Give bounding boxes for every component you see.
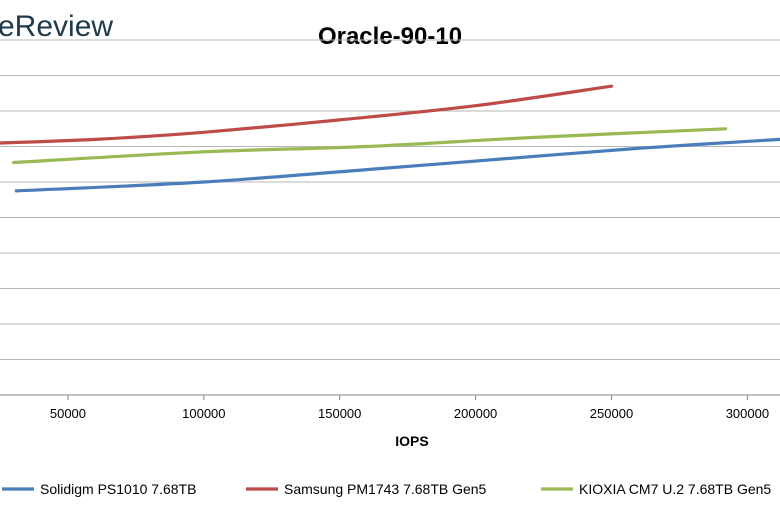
x-axis-label: IOPS [395,433,428,449]
series-lines [0,84,780,193]
legend-item: Samsung PM1743 7.68TB Gen5 [246,481,487,497]
x-tick-label: 50000 [50,406,86,421]
legend: Solidigm PS1010 7.68TB Samsung PM1743 7.6… [2,481,771,497]
brand-logo-text: eReview [0,10,113,43]
x-tick-label: 150000 [318,406,361,421]
x-tick-label: 300000 [726,406,769,421]
x-tick-label: 200000 [454,406,497,421]
legend-label: KIOXIA CM7 U.2 7.68TB Gen5 [579,481,771,497]
series-line-samsung-pm1743-7-68tb-gen5 [0,84,614,145]
legend-item: Solidigm PS1010 7.68TB [2,481,196,497]
x-tick-label: 100000 [182,406,225,421]
series-line-kioxia-cm7-u-2-7-68tb-gen5 [12,127,728,165]
legend-label: Solidigm PS1010 7.68TB [40,481,196,497]
series-line-solidigm-ps1010-7-68tb [14,137,780,193]
gridlines [0,39,780,396]
x-axis-ticks: 50000 100000 150000 200000 250000 300000 [50,395,769,421]
legend-item: KIOXIA CM7 U.2 7.68TB Gen5 [541,481,771,497]
chart-title: Oracle-90-10 [318,23,462,50]
legend-label: Samsung PM1743 7.68TB Gen5 [284,481,487,497]
x-tick-label: 250000 [590,406,633,421]
